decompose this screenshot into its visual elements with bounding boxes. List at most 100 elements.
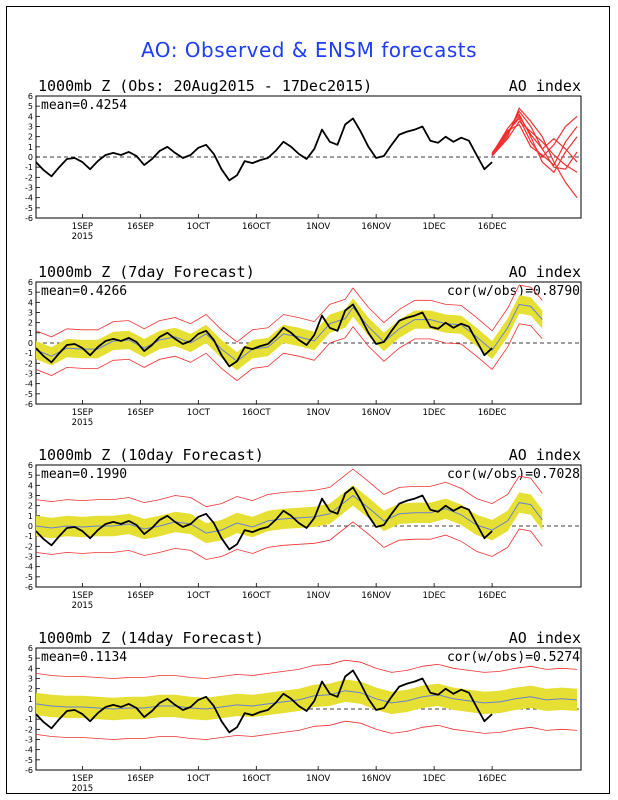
- x-tick-label: 1NOV: [306, 408, 330, 418]
- y-tick-label: 0: [28, 339, 33, 348]
- panel-index-label: AO index: [509, 629, 581, 647]
- y-tick-label: 3: [28, 675, 33, 684]
- x-tick-label: 1SEP: [72, 222, 93, 232]
- y-tick-label: -1: [25, 349, 33, 358]
- y-tick-label: -4: [25, 563, 33, 572]
- y-tick-label: -5: [25, 390, 33, 399]
- x-tick-label: 16OCT: [242, 408, 271, 418]
- panel-3: 1000mb Z (10day Forecast) AO index mean=0.…: [25, 446, 582, 611]
- panel-2: 1000mb Z (7day Forecast) AO index mean=0.4…: [25, 263, 582, 428]
- y-tick-label: -4: [25, 746, 33, 755]
- x-tick-label: 16OCT: [242, 774, 271, 784]
- y-tick-label: 4: [28, 481, 33, 490]
- panel-index-label: AO index: [509, 263, 581, 281]
- y-tick-label: 3: [28, 309, 33, 318]
- x-tick-label: 1SEP: [72, 591, 93, 601]
- x-tick-label: 1DEC: [422, 591, 445, 601]
- y-tick-label: 2: [28, 502, 33, 511]
- observed-line: [35, 669, 493, 734]
- ensemble-member-line: [491, 107, 578, 199]
- x-year-label: 2015: [72, 418, 94, 428]
- y-tick-label: -3: [25, 184, 33, 193]
- x-tick-label: 16DEC: [478, 591, 507, 601]
- y-tick-label: 2: [28, 319, 33, 328]
- y-tick-label: -3: [25, 370, 33, 379]
- y-tick-label: 5: [28, 288, 33, 297]
- x-tick-label: 1OCT: [187, 591, 211, 601]
- y-tick-label: -3: [25, 736, 33, 745]
- y-tick-label: 0: [28, 522, 33, 531]
- y-tick-label: 5: [28, 471, 33, 480]
- y-tick-label: 4: [28, 112, 33, 121]
- x-tick-label: 1OCT: [187, 222, 211, 232]
- y-tick-label: 4: [28, 664, 33, 673]
- panel-index-label: AO index: [509, 77, 581, 95]
- panel-4: 1000mb Z (14day Forecast) AO index mean=0.…: [25, 629, 582, 794]
- ensemble-member-line: [491, 120, 578, 173]
- mean-label: mean=0.1990: [41, 467, 127, 482]
- observed-line: [35, 117, 493, 182]
- x-tick-label: 16SEP: [127, 774, 154, 784]
- y-tick-label: -6: [25, 214, 33, 223]
- x-tick-label: 16NOV: [361, 774, 391, 784]
- panel-title: 1000mb Z (Obs: 20Aug2015 - 17Dec2015): [38, 77, 372, 95]
- spread-band: [36, 295, 543, 371]
- y-tick-label: -2: [25, 173, 33, 182]
- envelope-lower: [35, 521, 543, 560]
- x-tick-label: 16NOV: [361, 591, 391, 601]
- y-tick-label: -1: [25, 532, 33, 541]
- y-tick-label: 1: [28, 143, 33, 152]
- panel-title: 1000mb Z (14day Forecast): [38, 629, 264, 647]
- x-tick-label: 16OCT: [242, 222, 271, 232]
- x-tick-label: 16NOV: [361, 222, 391, 232]
- forecast-mean-line: [35, 690, 578, 710]
- y-tick-label: 0: [28, 153, 33, 162]
- envelope-upper: [35, 468, 543, 508]
- observed-line: [35, 303, 493, 368]
- y-tick-label: -1: [25, 715, 33, 724]
- observed-line: [35, 486, 493, 551]
- y-tick-label: -3: [25, 553, 33, 562]
- x-tick-label: 16NOV: [361, 408, 391, 418]
- y-tick-label: 2: [28, 685, 33, 694]
- x-tick-label: 16SEP: [127, 591, 154, 601]
- mean-label: mean=0.4266: [41, 284, 127, 299]
- y-tick-label: -6: [25, 583, 33, 592]
- y-tick-label: -1: [25, 163, 33, 172]
- correlation-label: cor(w/obs)=0.8790: [447, 284, 580, 299]
- x-tick-label: 1DEC: [422, 774, 445, 784]
- y-tick-label: 4: [28, 298, 33, 307]
- y-tick-label: -5: [25, 204, 33, 213]
- y-tick-label: 2: [28, 133, 33, 142]
- x-tick-label: 16DEC: [478, 222, 507, 232]
- y-tick-label: -2: [25, 542, 33, 551]
- y-tick-label: -2: [25, 725, 33, 734]
- y-tick-label: 0: [28, 705, 33, 714]
- forecast-mean-line: [35, 494, 543, 534]
- y-tick-label: 5: [28, 102, 33, 111]
- x-tick-label: 1SEP: [72, 408, 93, 418]
- y-tick-label: 1: [28, 329, 33, 338]
- y-tick-label: 1: [28, 512, 33, 521]
- x-tick-label: 16SEP: [127, 408, 154, 418]
- x-tick-label: 1NOV: [306, 222, 330, 232]
- x-tick-label: 1OCT: [187, 774, 211, 784]
- panel-title: 1000mb Z (7day Forecast): [38, 263, 255, 281]
- y-tick-label: -6: [25, 766, 33, 775]
- spread-band: [36, 679, 578, 721]
- panel-title: 1000mb Z (10day Forecast): [38, 446, 264, 464]
- x-tick-label: 1OCT: [187, 408, 211, 418]
- x-tick-label: 16OCT: [242, 591, 271, 601]
- x-tick-label: 1NOV: [306, 774, 330, 784]
- y-tick-label: 3: [28, 492, 33, 501]
- panel-1: 1000mb Z (Obs: 20Aug2015 - 17Dec2015) AO …: [25, 77, 582, 242]
- y-tick-label: 5: [28, 654, 33, 663]
- y-tick-label: 6: [28, 278, 33, 287]
- x-year-label: 2015: [72, 784, 94, 794]
- x-year-label: 2015: [72, 601, 94, 611]
- envelope-lower: [35, 720, 578, 740]
- y-tick-label: 3: [28, 123, 33, 132]
- x-year-label: 2015: [72, 232, 94, 242]
- x-tick-label: 16SEP: [127, 222, 154, 232]
